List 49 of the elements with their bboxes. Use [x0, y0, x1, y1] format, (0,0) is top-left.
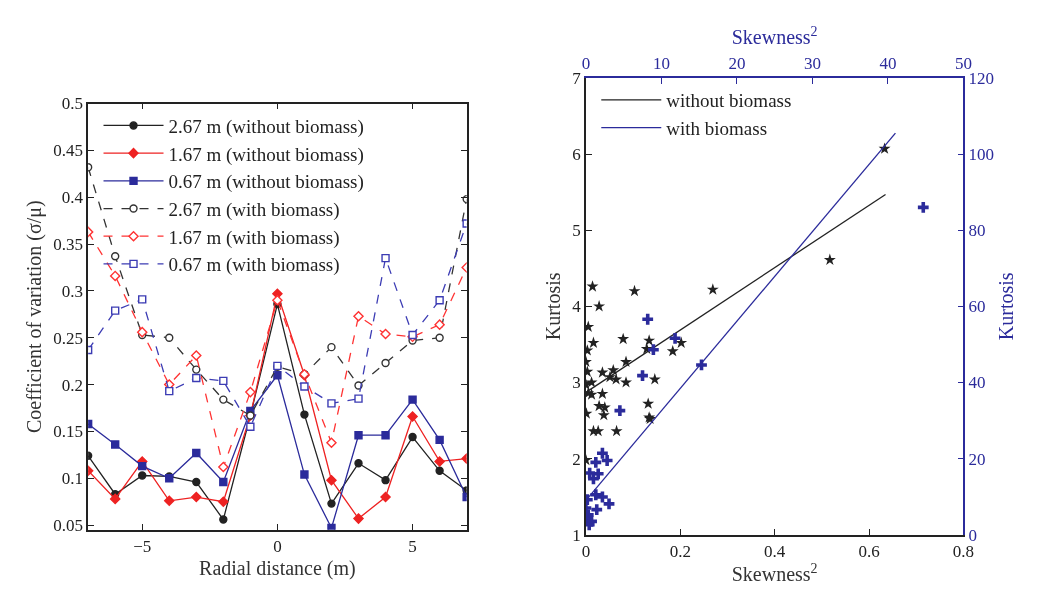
x-axis-title: Radial distance (m) — [199, 556, 356, 580]
y-tick-label: 0.05 — [53, 516, 83, 536]
legend-label: 0.67 m (with biomass) — [168, 254, 340, 277]
y-tick-label: 0.35 — [53, 235, 83, 255]
y-tick-label: 0.1 — [61, 469, 83, 489]
x2-tick-label: 40 — [879, 54, 897, 74]
y-axis-title: Coefficient of variation (σ/μ) — [23, 200, 47, 434]
y-axis-title: Kurtosis — [542, 272, 565, 341]
y-tick-label: 4 — [572, 297, 582, 317]
y-tick-label: 0.4 — [61, 188, 84, 208]
x-tick-label: 0.2 — [669, 541, 691, 561]
y2-axis-title: Kurtosis — [995, 272, 1018, 341]
y-tick-label: 0.3 — [61, 281, 83, 301]
y-tick-label: 0.2 — [61, 375, 83, 395]
y-tick-label: 7 — [572, 68, 582, 88]
x2-tick-label: 30 — [803, 54, 821, 74]
x2-tick-label: 0 — [581, 54, 591, 74]
y2-tick-label: 40 — [968, 373, 986, 393]
x-axis-title: Skewness$^{2}$ — [731, 560, 818, 586]
y-tick-label: 1 — [572, 525, 581, 545]
y2-tick-label: 100 — [968, 145, 995, 165]
legend-label: 2.67 m (with biomass) — [168, 198, 340, 221]
x2-tick-label: 20 — [728, 54, 746, 74]
legend-label: without biomass — [666, 90, 792, 112]
y-tick-label: 3 — [572, 373, 581, 393]
y-tick-label: 5 — [572, 221, 581, 241]
legend-label: 2.67 m (without biomass) — [168, 115, 364, 138]
x-tick-label: 5 — [408, 536, 417, 556]
x-tick-label: 0.6 — [858, 541, 880, 561]
y2-tick-label: 20 — [968, 449, 986, 469]
legend-label: 0.67 m (without biomass) — [168, 171, 364, 194]
x-tick-label: −5 — [133, 536, 152, 556]
y-tick-label: 6 — [572, 145, 581, 165]
y-tick-label: 0.45 — [53, 141, 83, 161]
x-tick-label: 0.8 — [952, 541, 974, 561]
y2-tick-label: 80 — [968, 221, 986, 241]
y-tick-label: 2 — [572, 449, 581, 469]
x-tick-label: 0 — [581, 541, 591, 561]
y-tick-label: 0.25 — [53, 328, 83, 348]
legend-label: 1.67 m (without biomass) — [168, 143, 364, 166]
x2-tick-label: 10 — [652, 54, 670, 74]
x-tick-label: 0 — [273, 536, 282, 556]
legend-label: with biomass — [666, 117, 768, 139]
x-tick-label: 0.4 — [764, 541, 786, 561]
legend-label: 1.67 m (with biomass) — [168, 226, 340, 249]
y-tick-label: 0.5 — [61, 94, 83, 114]
y2-tick-label: 60 — [968, 297, 986, 317]
x2-axis-title: Skewness$^{2}$ — [731, 24, 818, 49]
y-tick-label: 0.15 — [53, 422, 83, 442]
